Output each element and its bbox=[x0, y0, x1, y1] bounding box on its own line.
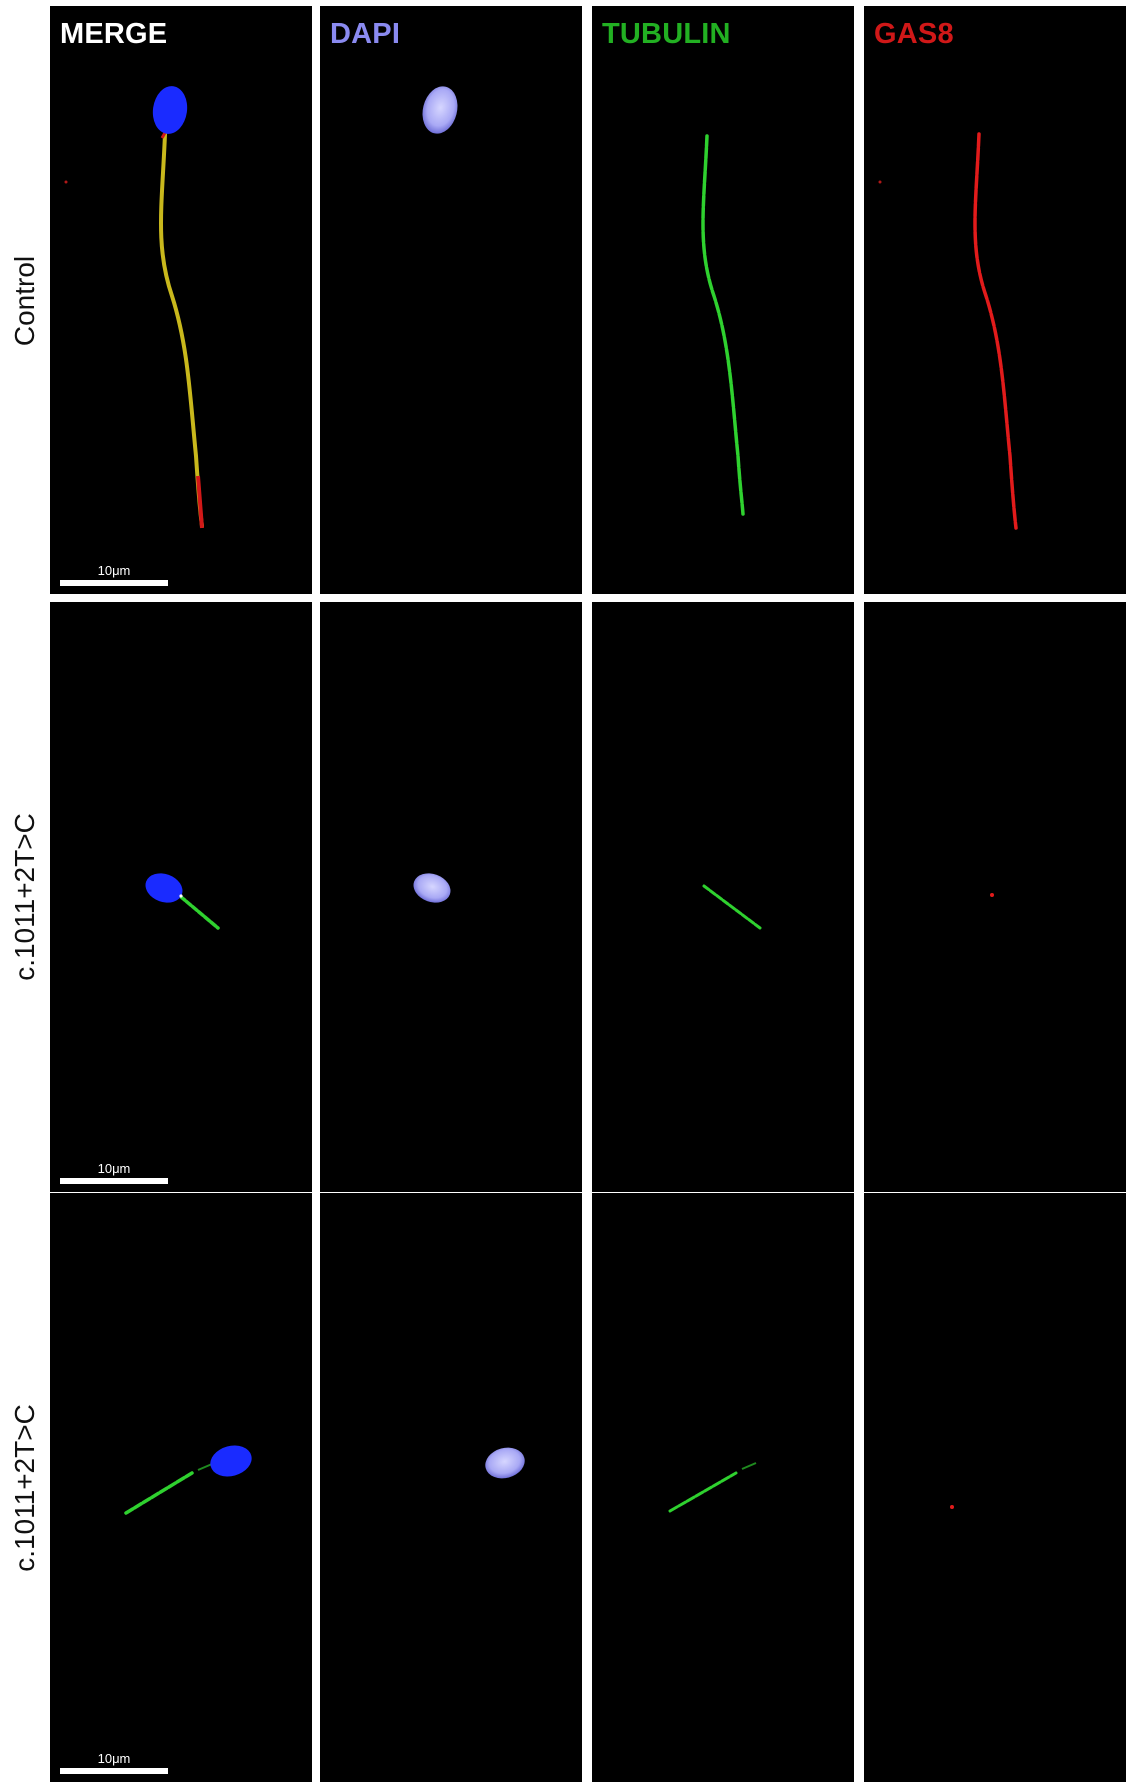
channel-title-merge: MERGE bbox=[60, 18, 168, 50]
tubulin-flagellum-control bbox=[701, 134, 745, 516]
scale-bar: 10μm bbox=[60, 1162, 168, 1184]
gas8-signal-mutant1 bbox=[990, 893, 994, 897]
panel-mutant1-gas8 bbox=[864, 602, 1126, 1192]
panel-control-tubulin: TUBULIN bbox=[592, 6, 854, 594]
gas8-signal-mutant2 bbox=[950, 1505, 954, 1509]
panel-mutant1-dapi bbox=[320, 602, 582, 1192]
panel-control-gas8: GAS8 bbox=[864, 6, 1126, 594]
panel-mutant1-merge: 10μm bbox=[50, 602, 312, 1192]
panel-mutant2-tubulin bbox=[592, 1193, 854, 1782]
channel-title-gas8: GAS8 bbox=[874, 18, 954, 50]
tubulin-flagellum-mutant1 bbox=[702, 884, 762, 930]
scale-bar: 10μm bbox=[60, 1752, 168, 1774]
panel-mutant2-gas8 bbox=[864, 1193, 1126, 1782]
merge-sperm-mutant2 bbox=[124, 1445, 252, 1515]
channel-title-dapi: DAPI bbox=[330, 18, 401, 50]
panel-mutant2-dapi bbox=[320, 1193, 582, 1782]
row-label-mutant-1: c.1011+2T>C bbox=[9, 813, 40, 981]
tubulin-flagellum-mutant2 bbox=[668, 1462, 757, 1513]
dapi-nucleus-mutant1 bbox=[413, 873, 451, 903]
dapi-nucleus-control bbox=[422, 86, 458, 134]
dapi-nucleus-mutant2 bbox=[485, 1447, 525, 1479]
panel-control-dapi: DAPI bbox=[320, 6, 582, 594]
merge-sperm-mutant1 bbox=[145, 873, 220, 930]
panel-control-merge: MERGE 10μm bbox=[50, 6, 312, 594]
row-label-control: Control bbox=[9, 255, 41, 347]
panel-mutant1-tubulin bbox=[592, 602, 854, 1192]
row-label-mutant-2: c.1011+2T>C bbox=[9, 1403, 40, 1572]
merge-sperm-control bbox=[64, 86, 204, 529]
panel-mutant2-merge: 10μm bbox=[50, 1193, 312, 1782]
gas8-flagellum-control bbox=[878, 132, 1018, 530]
scale-bar: 10μm bbox=[60, 564, 168, 586]
channel-title-tubulin: TUBULIN bbox=[602, 18, 731, 50]
